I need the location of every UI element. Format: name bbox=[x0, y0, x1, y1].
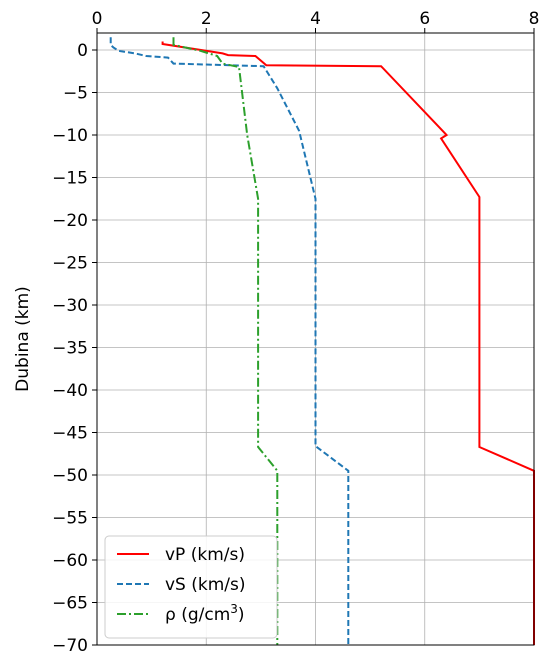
y-tick-label: −60 bbox=[52, 551, 88, 571]
x-tick-label: 6 bbox=[419, 9, 430, 29]
x-tick-label: 4 bbox=[310, 9, 321, 29]
y-tick-label: −35 bbox=[52, 339, 88, 359]
y-tick-label: −50 bbox=[52, 466, 88, 486]
y-tick-label: −65 bbox=[52, 594, 88, 614]
series-line-0 bbox=[161, 41, 535, 645]
legend-label-2: ρ (g/cm3) bbox=[165, 602, 245, 625]
ticks: 0 2 4 6 8 0 −5 −10 −15 −20 −25 −30 −35 −40 −45 −50 −55 −6… bbox=[52, 9, 539, 656]
legend-label-superscript: 3 bbox=[230, 602, 238, 616]
legend-label-0: vP (km/s) bbox=[165, 545, 245, 565]
y-tick-label: −45 bbox=[52, 424, 88, 444]
y-tick-label: −55 bbox=[52, 509, 88, 529]
legend: vP (km/s) vS (km/s) ρ (g/cm3) bbox=[104, 535, 278, 639]
y-tick-label: −15 bbox=[52, 169, 88, 189]
legend-label-suffix: ) bbox=[238, 605, 245, 625]
y-axis-label: Dubina (km) bbox=[13, 286, 33, 392]
y-tick-label: −10 bbox=[52, 126, 88, 146]
series-group bbox=[109, 37, 535, 645]
legend-label-text: ρ (g/cm bbox=[165, 605, 230, 625]
legend-label-text: vP (km/s) bbox=[165, 545, 245, 565]
y-tick-label: −25 bbox=[52, 254, 88, 274]
y-tick-label: −5 bbox=[63, 84, 88, 104]
x-tick-label: 0 bbox=[92, 9, 103, 29]
legend-box bbox=[104, 535, 278, 639]
legend-label-1: vS (km/s) bbox=[165, 575, 246, 595]
x-tick-label: 8 bbox=[529, 9, 539, 29]
x-tick-label: 2 bbox=[201, 9, 212, 29]
y-tick-label: 0 bbox=[77, 41, 88, 61]
y-tick-label: −70 bbox=[52, 636, 88, 656]
y-tick-label: −20 bbox=[52, 211, 88, 231]
series-line-1 bbox=[109, 37, 350, 645]
legend-label-text: vS (km/s) bbox=[165, 575, 246, 595]
y-tick-label: −30 bbox=[52, 296, 88, 316]
y-tick-label: −40 bbox=[52, 381, 88, 401]
